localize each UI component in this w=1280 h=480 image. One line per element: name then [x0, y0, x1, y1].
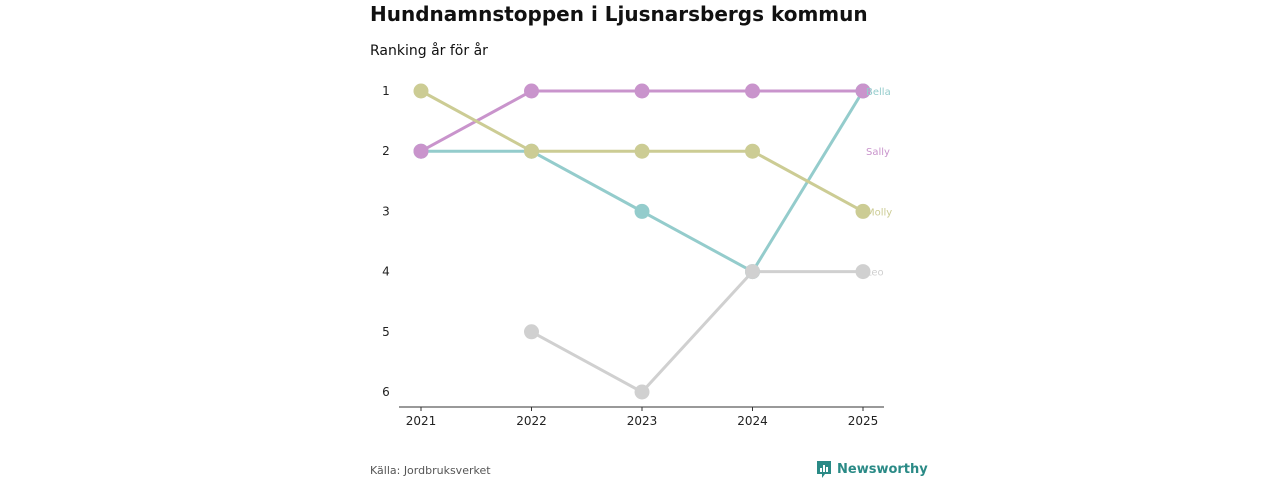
y-tick-label: 4	[382, 265, 390, 279]
x-tick-label: 2024	[737, 414, 768, 428]
x-tick-label: 2021	[406, 414, 437, 428]
end-labels: Bella Sally Molly Leo	[866, 87, 892, 279]
series-line-sally	[420, 89, 863, 153]
chart-title: Hundnamnstoppen i Ljusnarsbergs kommun	[370, 2, 868, 26]
data-point-leo	[855, 264, 871, 280]
series-lines	[420, 89, 865, 394]
end-label-bella: Bella	[866, 87, 891, 98]
data-point-leo	[524, 324, 539, 340]
data-point-sally	[855, 83, 871, 99]
end-label-sally: Sally	[866, 147, 890, 158]
data-point-molly	[855, 203, 871, 219]
series-line-leo	[530, 270, 863, 394]
data-point-molly	[745, 143, 760, 159]
y-tick-label: 5	[382, 325, 390, 339]
data-point-leo	[634, 384, 650, 400]
data-point-molly	[634, 143, 650, 159]
axes: 2021 2022 2023 2024 2025 1 2 3 4 5 6	[382, 84, 884, 428]
data-point-bella	[634, 203, 650, 219]
data-point-leo	[745, 264, 760, 280]
chart-subtitle: Ranking år för år	[370, 43, 488, 59]
data-point-sally	[524, 83, 539, 99]
data-point-molly	[413, 83, 429, 99]
y-tick-label: 6	[382, 385, 390, 399]
data-point-molly	[524, 143, 539, 159]
end-label-leo: Leo	[866, 268, 884, 279]
brand-logo[interactable]: Newsworthy	[816, 460, 928, 479]
x-tick-label: 2022	[516, 414, 547, 428]
end-label-molly: Molly	[866, 207, 892, 218]
series-points	[413, 83, 871, 400]
x-tick-label: 2025	[848, 414, 879, 428]
data-point-sally	[413, 143, 429, 159]
y-tick-label: 1	[382, 84, 390, 98]
brand-name: Newsworthy	[837, 462, 928, 477]
series-line-bella	[421, 90, 865, 274]
x-tick-label: 2023	[627, 414, 658, 428]
source-note: Källa: Jordbruksverket	[370, 464, 491, 477]
data-point-sally	[634, 83, 650, 99]
newsworthy-logo-icon	[817, 461, 831, 478]
y-tick-label: 2	[382, 144, 390, 158]
y-tick-label: 3	[382, 204, 390, 218]
data-point-sally	[745, 83, 760, 99]
